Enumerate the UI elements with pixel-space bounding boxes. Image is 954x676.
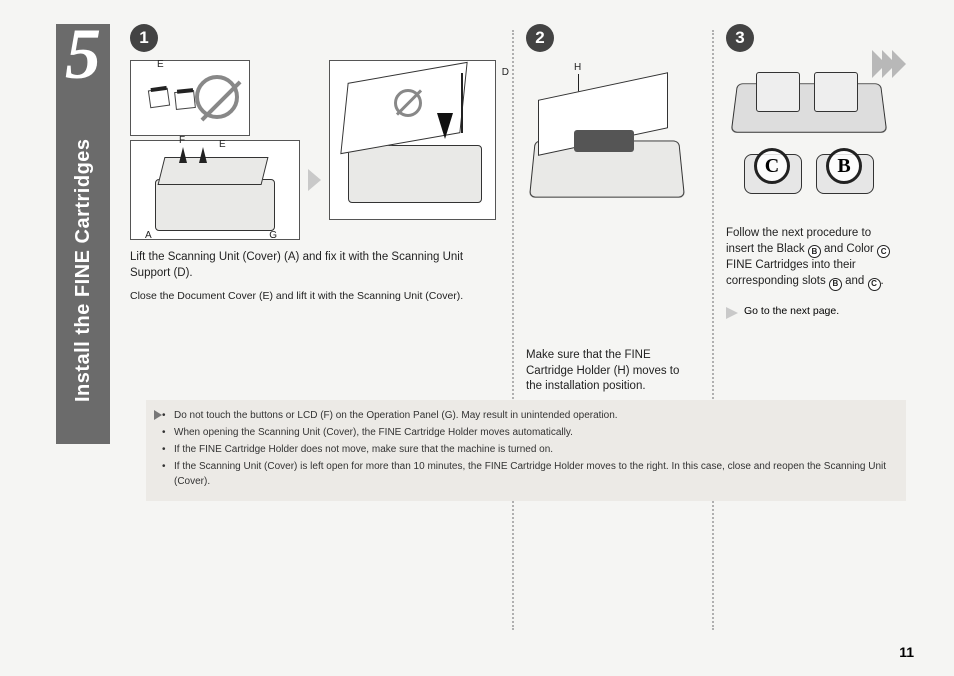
goto-next-page: Go to the next page. <box>726 305 902 319</box>
diagram-prohibit: E <box>130 60 250 136</box>
slot-label-b: B <box>826 148 862 184</box>
step3-text: Follow the next procedure to insert the … <box>726 226 902 291</box>
note-item: If the Scanning Unit (Cover) is left ope… <box>174 459 894 489</box>
section-title: Install the FINE Cartridges <box>72 110 95 430</box>
step-badge-3: 3 <box>726 24 754 52</box>
note-arrow-icon <box>154 410 162 420</box>
inline-b-icon: B <box>808 245 821 258</box>
label-h: H <box>574 62 581 73</box>
arrow-icon <box>726 307 738 319</box>
diagram-printer-front: F E A G <box>130 140 300 240</box>
label-g: G <box>269 230 277 241</box>
goto-label: Go to the next page. <box>744 305 839 317</box>
step-1-column: 1 E <box>130 24 512 395</box>
note-item: If the FINE Cartridge Holder does not mo… <box>174 442 894 457</box>
label-e2: E <box>219 139 226 150</box>
label-d: D <box>502 67 509 78</box>
inline-b-icon: B <box>829 278 842 291</box>
slot-label-c: C <box>754 148 790 184</box>
inline-c-icon: C <box>868 278 881 291</box>
page-number: 11 <box>899 644 914 660</box>
step-3-column: 3 C B Follow the next procedure to inser… <box>712 24 902 395</box>
content-area: 1 E <box>130 24 920 395</box>
step1-text-1: Lift the Scanning Unit (Cover) (A) and f… <box>130 250 496 281</box>
diagram-cartridges: C B <box>726 68 894 218</box>
step-2-column: 2 H Make sure that the FINE Cartridge Ho… <box>512 24 712 395</box>
step2-text: Make sure that the FINE Cartridge Holder… <box>526 348 698 395</box>
inline-c-icon: C <box>877 245 890 258</box>
note-item: When opening the Scanning Unit (Cover), … <box>174 425 894 440</box>
label-e: E <box>157 59 164 70</box>
step-badge-1: 1 <box>130 24 158 52</box>
step1-text-2: Close the Document Cover (E) and lift it… <box>130 289 496 303</box>
label-f: F <box>179 135 185 146</box>
notes-box: Do not touch the buttons or LCD (F) on t… <box>146 400 906 501</box>
diagram-printer-step2: H <box>526 68 696 212</box>
label-a: A <box>145 230 152 241</box>
note-item: Do not touch the buttons or LCD (F) on t… <box>174 408 894 423</box>
arrow-icon <box>308 169 321 191</box>
step-badge-2: 2 <box>526 24 554 52</box>
section-tab: 5 Install the FINE Cartridges <box>56 24 110 444</box>
diagram-printer-open: D <box>329 60 496 220</box>
step-number: 5 <box>56 18 110 90</box>
